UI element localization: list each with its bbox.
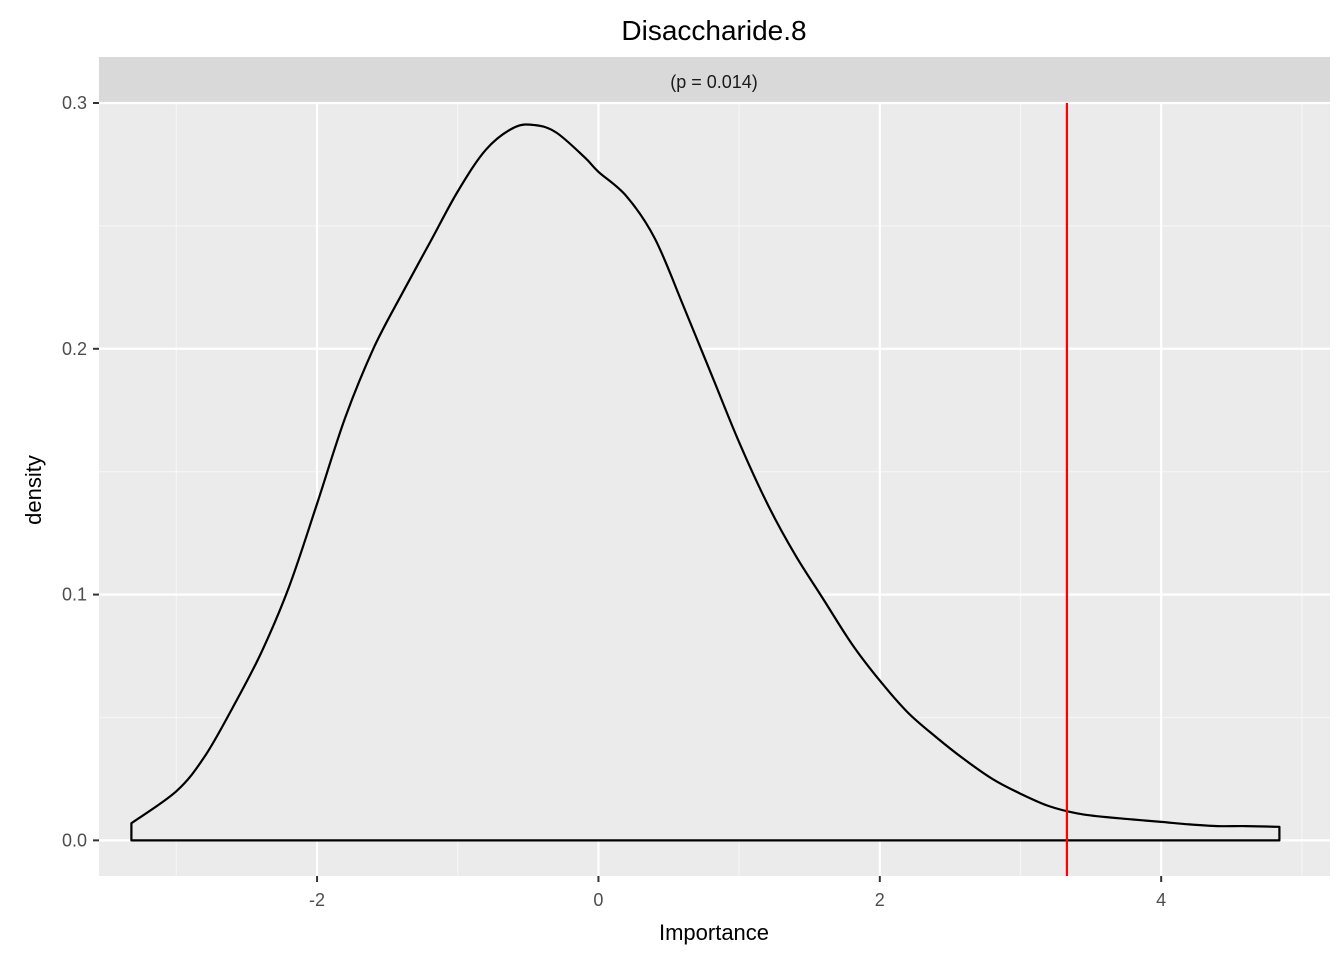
y-tick-label: 0.2 xyxy=(62,339,87,359)
chart-title: Disaccharide.8 xyxy=(621,15,806,46)
x-axis-ticks: -2 0 2 4 xyxy=(309,876,1166,910)
x-axis-title: Importance xyxy=(659,920,769,945)
y-tick-label: 0.1 xyxy=(62,585,87,605)
x-tick-label: 2 xyxy=(875,890,885,910)
facet-strip xyxy=(99,57,1330,103)
x-tick-label: 0 xyxy=(593,890,603,910)
density-curve xyxy=(130,123,1281,842)
y-tick-label: 0.3 xyxy=(62,93,87,113)
y-axis-title: density xyxy=(21,455,46,525)
y-axis-ticks: 0.0 0.1 0.2 0.3 xyxy=(62,93,99,850)
y-tick-label: 0.0 xyxy=(62,830,87,850)
facet-strip-label: (p = 0.014) xyxy=(670,72,758,92)
x-tick-label: 4 xyxy=(1156,890,1166,910)
x-tick-label: -2 xyxy=(309,890,325,910)
